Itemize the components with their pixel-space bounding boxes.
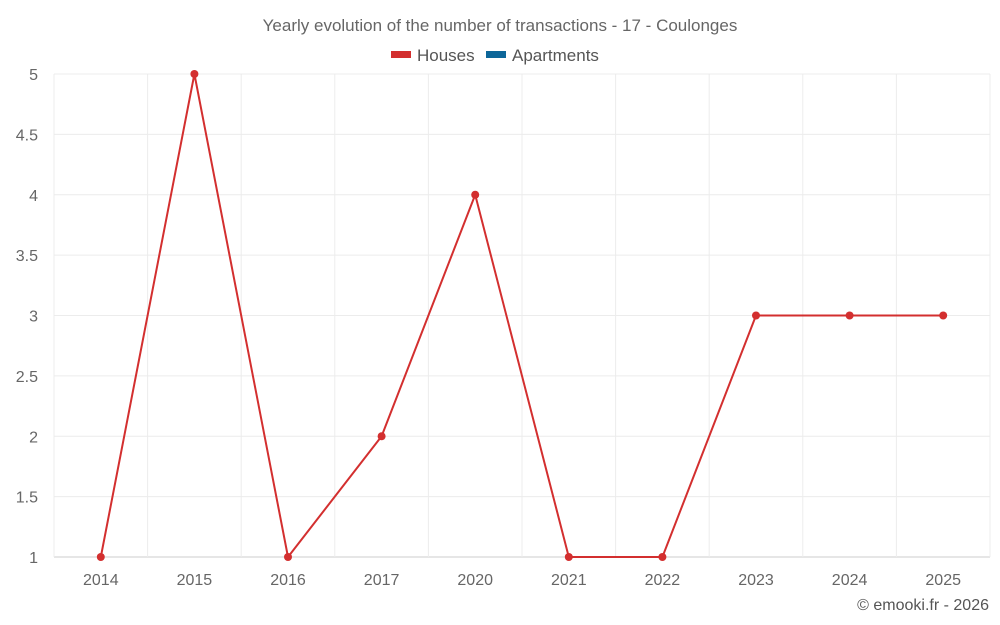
x-tick-label: 2021 [551, 572, 587, 589]
y-tick-label: 3 [29, 309, 38, 326]
x-tick-label: 2025 [925, 572, 961, 589]
y-tick-label: 4.5 [16, 127, 38, 144]
x-tick-label: 2022 [645, 572, 681, 589]
y-tick-label: 5 [29, 67, 38, 84]
data-point[interactable] [377, 432, 386, 441]
y-tick-label: 2 [29, 429, 38, 446]
y-tick-label: 1.5 [16, 490, 38, 507]
x-tick-label: 2024 [832, 572, 868, 589]
legend: Houses Apartments [391, 46, 599, 65]
data-point[interactable] [96, 553, 105, 561]
x-tick-label: 2020 [457, 572, 493, 589]
y-axis-ticks: 1 1.5 2 2.5 3 3.5 4 4.5 5 [16, 67, 38, 567]
y-tick-label: 4 [29, 188, 38, 205]
data-point[interactable] [471, 190, 480, 199]
x-axis-ticks: 2014 2015 2016 2017 2020 2021 2022 2023 2024 2025 [83, 572, 961, 589]
data-point[interactable] [658, 553, 667, 561]
x-tick-label: 2016 [270, 572, 306, 589]
chart-title: Yearly evolution of the number of transa… [263, 16, 738, 35]
x-tick-label: 2015 [177, 572, 213, 589]
data-point[interactable] [564, 553, 573, 561]
legend-swatch-houses [391, 51, 411, 58]
x-tick-label: 2023 [738, 572, 774, 589]
legend-swatch-apartments [486, 51, 506, 58]
data-point[interactable] [190, 70, 199, 78]
y-tick-label: 1 [29, 550, 38, 567]
legend-label-houses[interactable]: Houses [417, 46, 475, 65]
data-point[interactable] [752, 311, 760, 320]
y-tick-label: 2.5 [16, 369, 38, 386]
x-tick-label: 2017 [364, 572, 400, 589]
x-tick-label: 2014 [83, 572, 119, 589]
y-tick-label: 3.5 [16, 248, 38, 265]
data-point[interactable] [845, 311, 854, 320]
series-line-houses [99, 73, 944, 558]
data-point[interactable] [939, 311, 948, 320]
credit-text: © emooki.fr - 2026 [857, 597, 989, 614]
series-houses [96, 70, 948, 561]
data-point[interactable] [284, 553, 292, 561]
legend-label-apartments[interactable]: Apartments [512, 46, 599, 65]
